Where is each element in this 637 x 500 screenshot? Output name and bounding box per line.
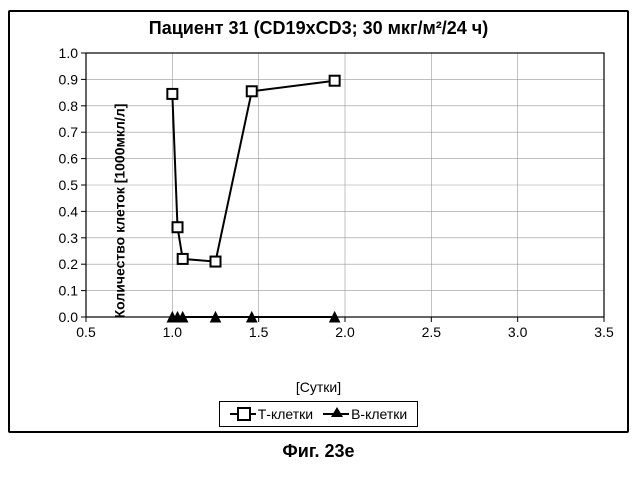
svg-text:1.0: 1.0 [59,45,79,61]
svg-text:2.5: 2.5 [422,324,442,340]
svg-text:0.2: 0.2 [59,256,79,272]
svg-text:0.0: 0.0 [59,309,79,325]
svg-text:3.0: 3.0 [508,324,528,340]
svg-text:0.4: 0.4 [59,203,79,219]
x-axis-label: [Сутки] [16,379,621,395]
svg-text:2.0: 2.0 [335,324,355,340]
figure-caption: Фиг. 23e [8,441,629,462]
svg-text:0.8: 0.8 [59,98,79,114]
legend-label: В-клетки [351,406,407,422]
chart-svg: 0.0 0.1 0.2 0.3 0.4 0.5 0.6 0.7 0.8 0.9 1.0 0.5 1.0 1… [16,41,616,351]
legend-item-b-cells: В-клетки [323,406,407,422]
svg-text:1.0: 1.0 [163,324,183,340]
legend: Т-клетки В-клетки [219,401,418,427]
legend-marker-triangle-icon [323,413,349,415]
svg-text:0.5: 0.5 [76,324,96,340]
legend-label: Т-клетки [258,406,313,422]
svg-text:3.5: 3.5 [594,324,614,340]
svg-text:0.3: 0.3 [59,230,79,246]
svg-text:0.1: 0.1 [59,283,79,299]
legend-item-t-cells: Т-клетки [230,406,313,422]
chart-title: Пациент 31 (CD19xCD3; 30 мкг/м²/24 ч) [16,18,621,39]
chart-area: Количество клеток [1000мкл/л] 0.00.10.20… [16,41,621,381]
y-axis-label: Количество клеток [1000мкл/л] [111,104,127,319]
svg-text:0.6: 0.6 [59,151,79,167]
svg-text:0.7: 0.7 [59,124,79,140]
svg-text:1.5: 1.5 [249,324,269,340]
svg-text:0.9: 0.9 [59,71,79,87]
figure-frame: Пациент 31 (CD19xCD3; 30 мкг/м²/24 ч) Ко… [8,10,629,433]
legend-marker-square-icon [230,413,256,415]
svg-text:0.5: 0.5 [59,177,79,193]
